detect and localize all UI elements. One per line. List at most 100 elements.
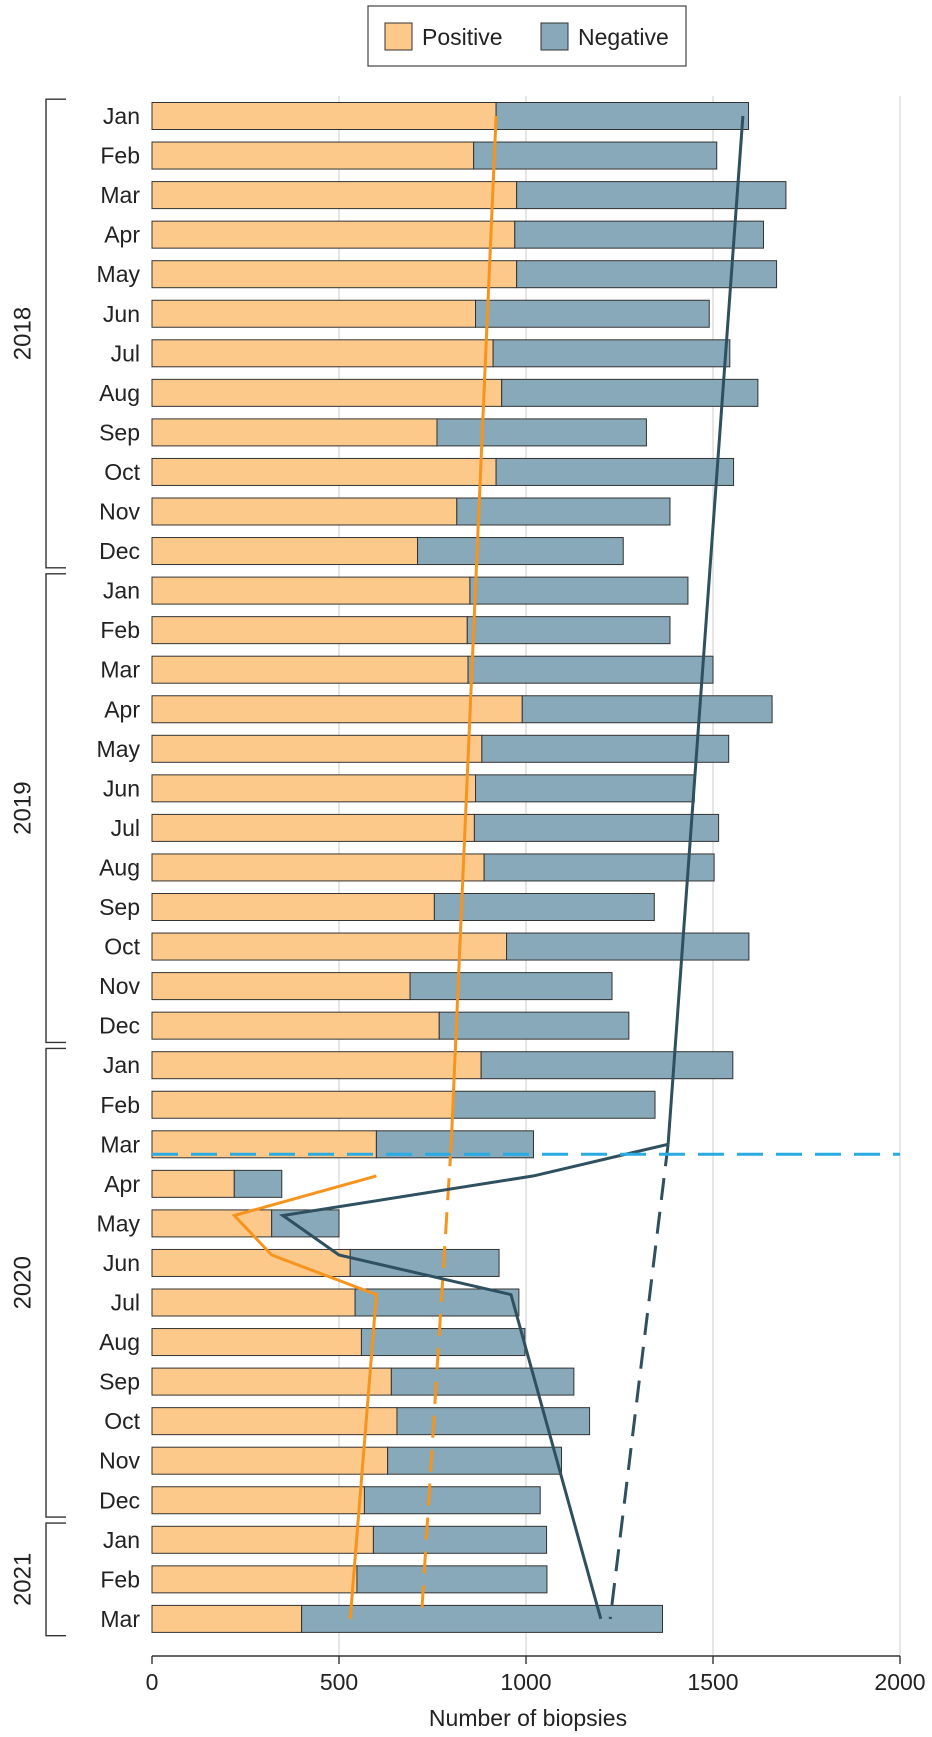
legend-label-positive: Positive	[422, 24, 503, 50]
month-label: Aug	[99, 1329, 140, 1355]
bar-negative	[483, 853, 715, 882]
month-label: Jan	[103, 578, 140, 604]
bar-positive	[151, 853, 485, 882]
bar-negative	[409, 972, 613, 1001]
bar-negative	[475, 774, 695, 803]
bar-negative	[481, 734, 730, 763]
month-label: Dec	[99, 1013, 140, 1039]
bar-negative	[360, 1328, 526, 1357]
bar-positive	[151, 537, 419, 566]
month-label: Dec	[99, 1487, 140, 1513]
month-label: Feb	[100, 143, 140, 169]
bar-positive	[151, 497, 458, 526]
bar-positive	[151, 220, 516, 249]
bar-positive	[151, 457, 497, 486]
month-label: Jun	[103, 301, 140, 327]
bar-positive	[151, 181, 518, 210]
bar-positive	[151, 932, 508, 961]
bar-negative	[480, 1051, 734, 1080]
legend-box	[367, 5, 687, 67]
legend-swatch-positive	[384, 22, 413, 51]
month-label: Feb	[100, 1092, 140, 1118]
bar-positive	[151, 893, 435, 921]
month-label: May	[97, 736, 141, 762]
month-label: Jul	[111, 1290, 140, 1316]
year-bracket	[45, 573, 66, 1044]
bar-negative	[521, 695, 773, 724]
year-label: 2021	[9, 1553, 36, 1606]
bar-negative	[354, 1288, 520, 1317]
x-tick-label: 1000	[500, 1669, 551, 1695]
month-label: Jul	[111, 815, 140, 841]
bar-negative	[516, 260, 778, 289]
bar-negative	[363, 1486, 541, 1515]
bar-positive	[151, 1209, 273, 1238]
bar-negative	[516, 181, 787, 210]
trend-line-positive	[419, 1144, 453, 1619]
month-label: Feb	[100, 617, 140, 643]
bar-positive	[151, 299, 477, 328]
month-label: Jun	[103, 1250, 140, 1276]
bar-positive	[151, 576, 471, 605]
bar-positive	[151, 1169, 235, 1198]
trend-line-positive	[231, 1174, 378, 1620]
bar-negative	[514, 220, 764, 249]
bar-negative	[356, 1565, 548, 1594]
x-tick-label: 0	[146, 1669, 159, 1695]
bar-negative	[492, 339, 731, 368]
bar-positive	[151, 378, 503, 407]
month-label: Jan	[103, 103, 140, 129]
legend-label-negative: Negative	[578, 24, 669, 50]
legend: Positive Negative	[367, 5, 687, 67]
bar-negative	[506, 932, 750, 961]
bar-negative	[396, 1407, 591, 1436]
bar-positive	[151, 734, 483, 763]
bar-positive	[151, 1367, 392, 1396]
month-label: Nov	[99, 973, 140, 999]
month-label: Dec	[99, 538, 140, 564]
year-label: 2020	[9, 1256, 36, 1309]
bar-positive	[151, 1565, 358, 1594]
bar-negative	[417, 537, 624, 566]
trend-line-positive	[449, 115, 498, 1145]
month-label: Oct	[104, 459, 140, 485]
bar-positive	[151, 141, 475, 170]
month-label: Mar	[100, 182, 140, 208]
trend-lines	[231, 115, 745, 1620]
month-label: Oct	[104, 1408, 140, 1434]
bar-positive	[151, 1407, 398, 1436]
year-label: 2019	[9, 781, 36, 834]
bar-positive	[151, 616, 468, 645]
x-tick-label: 1500	[687, 1669, 738, 1695]
bar-positive	[151, 655, 469, 684]
bar-negative	[372, 1525, 548, 1554]
bar-negative	[387, 1446, 563, 1475]
legend-swatch-negative	[540, 22, 569, 51]
bar-positive	[151, 695, 523, 724]
bar-negative	[452, 1090, 656, 1119]
month-label: Jan	[103, 1527, 140, 1553]
bar-positive	[151, 972, 411, 1001]
bar-positive	[151, 1288, 356, 1317]
bar-negative	[301, 1604, 664, 1633]
month-label: Apr	[104, 1171, 140, 1197]
bar-negative	[433, 893, 655, 921]
bar-negative	[390, 1367, 575, 1396]
bar-positive	[151, 1328, 362, 1357]
bar-positive	[151, 1525, 374, 1554]
year-bracket	[45, 98, 66, 569]
year-groups: 2018 2019 2020 2021	[9, 98, 66, 1637]
bar-negative	[438, 1011, 630, 1040]
bar-positive	[151, 774, 477, 803]
bar-negative	[233, 1169, 283, 1198]
bar-positive	[151, 1090, 454, 1119]
x-axis-ticks: 0 500 1000 1500 2000	[146, 1656, 926, 1695]
bar-positive	[151, 260, 518, 289]
bar-positive	[151, 1446, 389, 1475]
month-label: Jun	[103, 775, 140, 801]
month-label: Apr	[104, 222, 140, 248]
bar-negative	[467, 655, 714, 684]
year-label: 2018	[9, 307, 36, 360]
month-label: May	[97, 261, 141, 287]
